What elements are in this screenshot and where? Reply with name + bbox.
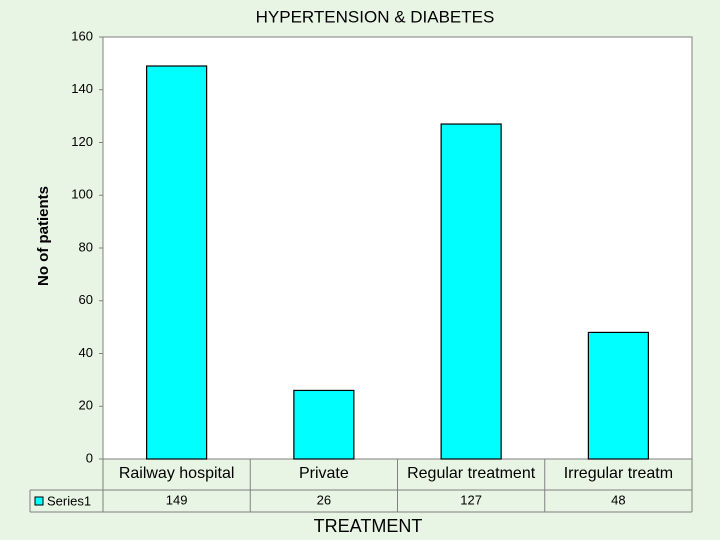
y-tick-label: 120 xyxy=(71,134,93,149)
table-value: 48 xyxy=(611,492,625,507)
y-tick-label: 60 xyxy=(79,292,93,307)
y-tick-label: 100 xyxy=(71,187,93,202)
x-axis-label: TREATMENT xyxy=(314,516,423,536)
bar xyxy=(440,123,502,460)
legend-swatch xyxy=(34,496,44,506)
y-tick-label: 80 xyxy=(79,239,93,254)
y-tick-label: 140 xyxy=(71,81,93,96)
legend-label: Series1 xyxy=(47,493,91,508)
table-value: 26 xyxy=(317,492,331,507)
x-tick-label: Railway hospital xyxy=(119,465,235,482)
y-tick-label: 0 xyxy=(86,450,93,465)
x-tick-label: Irregular treatm xyxy=(564,465,673,482)
table-value: 149 xyxy=(166,492,188,507)
y-tick-label: 40 xyxy=(79,345,93,360)
x-tick-label: Private xyxy=(299,465,349,482)
chart-title: HYPERTENSION & DIABETES xyxy=(256,7,495,26)
bar xyxy=(293,389,355,460)
y-axis-label: No of patients xyxy=(35,186,52,286)
y-tick-label: 160 xyxy=(71,28,93,43)
bar xyxy=(146,65,208,460)
table-value: 127 xyxy=(460,492,482,507)
bar xyxy=(587,331,649,460)
x-tick-label: Regular treatment xyxy=(407,465,536,482)
y-tick-label: 20 xyxy=(79,398,93,413)
